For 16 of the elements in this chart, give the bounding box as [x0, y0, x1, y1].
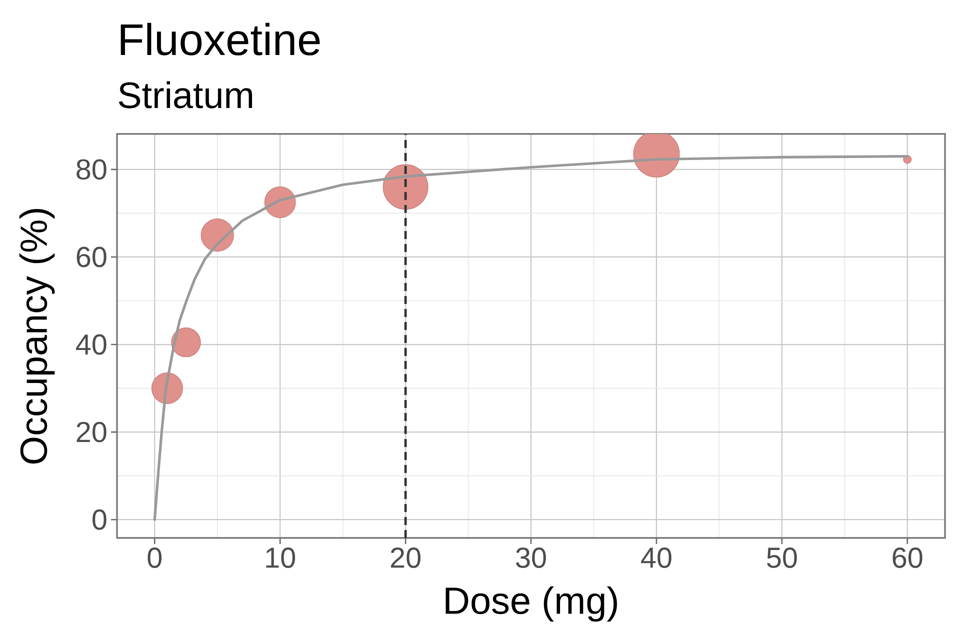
y-tick-label: 20: [76, 422, 106, 442]
x-axis-title: Dose (mg): [446, 586, 617, 622]
y-tick-label: 60: [76, 246, 106, 268]
x-tick-label: 0: [148, 548, 162, 568]
x-tick-label: 40: [641, 548, 672, 568]
y-axis-title: Occupancy (%): [19, 208, 55, 464]
y-tick-label: 0: [92, 509, 106, 530]
y-tick-label: 80: [76, 159, 106, 180]
x-tick-label: 20: [390, 548, 420, 568]
chart-title: Fluoxetine: [120, 22, 320, 56]
y-tick-label: 40: [76, 334, 106, 355]
x-tick-label: 50: [767, 548, 797, 568]
chart-subtitle: Striatum: [118, 81, 252, 108]
x-tick-label: 30: [516, 548, 546, 568]
x-tick-label: 60: [892, 548, 922, 568]
x-tick-label: 10: [266, 548, 296, 568]
